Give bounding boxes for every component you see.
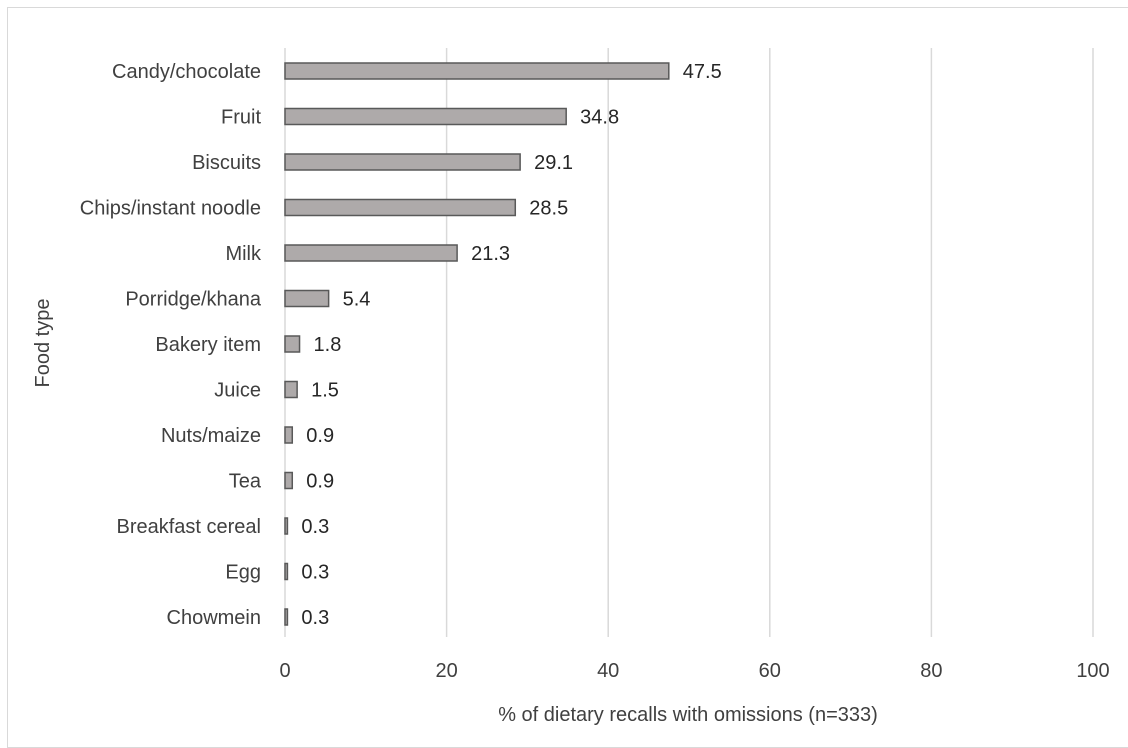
bar xyxy=(284,153,521,171)
data-label: 47.5 xyxy=(683,61,722,83)
data-label: 0.3 xyxy=(301,562,329,584)
data-label: 34.8 xyxy=(580,107,619,129)
data-label: 0.3 xyxy=(301,607,329,629)
bar xyxy=(284,608,289,626)
category-label: Chowmein xyxy=(167,607,261,629)
category-label: Breakfast cereal xyxy=(116,516,261,538)
category-label: Biscuits xyxy=(192,152,261,174)
x-tick-label: 60 xyxy=(759,660,781,682)
x-tick-label: 40 xyxy=(597,660,619,682)
x-tick-labels: 0 20 40 60 80 100 xyxy=(279,660,1109,682)
x-tick-label: 80 xyxy=(920,660,942,682)
category-label: Juice xyxy=(214,380,261,402)
data-label: 1.8 xyxy=(314,334,342,356)
category-label: Chips/instant noodle xyxy=(80,198,261,220)
bar xyxy=(284,471,294,490)
bar xyxy=(284,62,670,80)
bar xyxy=(284,289,330,308)
data-label: 0.3 xyxy=(301,516,329,538)
category-label: Bakery item xyxy=(155,334,261,356)
bar xyxy=(284,380,298,399)
data-label: 5.4 xyxy=(343,289,371,311)
category-label: Nuts/maize xyxy=(161,425,261,447)
data-label: 28.5 xyxy=(529,198,568,220)
category-label: Tea xyxy=(229,471,262,493)
gridlines xyxy=(284,48,1094,637)
x-tick-label: 0 xyxy=(279,660,290,682)
category-label: Fruit xyxy=(221,107,261,129)
chart-area xyxy=(7,7,1128,748)
data-label: 21.3 xyxy=(471,243,510,265)
bar xyxy=(284,107,567,126)
data-label: 0.9 xyxy=(306,425,334,447)
bar xyxy=(284,517,289,535)
bar xyxy=(284,198,517,217)
bar xyxy=(284,426,294,444)
category-label: Porridge/khana xyxy=(125,289,262,311)
category-label: Milk xyxy=(225,243,262,265)
x-tick-label: 20 xyxy=(435,660,457,682)
bar xyxy=(284,244,458,262)
x-axis-title: % of dietary recalls with omissions (n=3… xyxy=(498,704,878,726)
y-axis-title: Food type xyxy=(32,299,54,388)
data-label: 0.9 xyxy=(306,471,334,493)
x-tick-label: 100 xyxy=(1076,660,1109,682)
category-label: Candy/chocolate xyxy=(112,61,261,83)
category-labels: Candy/chocolate Fruit Biscuits Chips/instan… xyxy=(80,61,262,629)
data-label: 1.5 xyxy=(311,380,339,402)
bar xyxy=(284,562,289,581)
bars xyxy=(284,62,670,626)
bar xyxy=(284,335,301,353)
value-labels: 47.5 34.8 29.1 28.5 21.3 5.4 1.8 1.5 0.9 0.9 0.3 0.… xyxy=(301,61,721,629)
data-label: 29.1 xyxy=(534,152,573,174)
category-label: Egg xyxy=(225,562,261,584)
